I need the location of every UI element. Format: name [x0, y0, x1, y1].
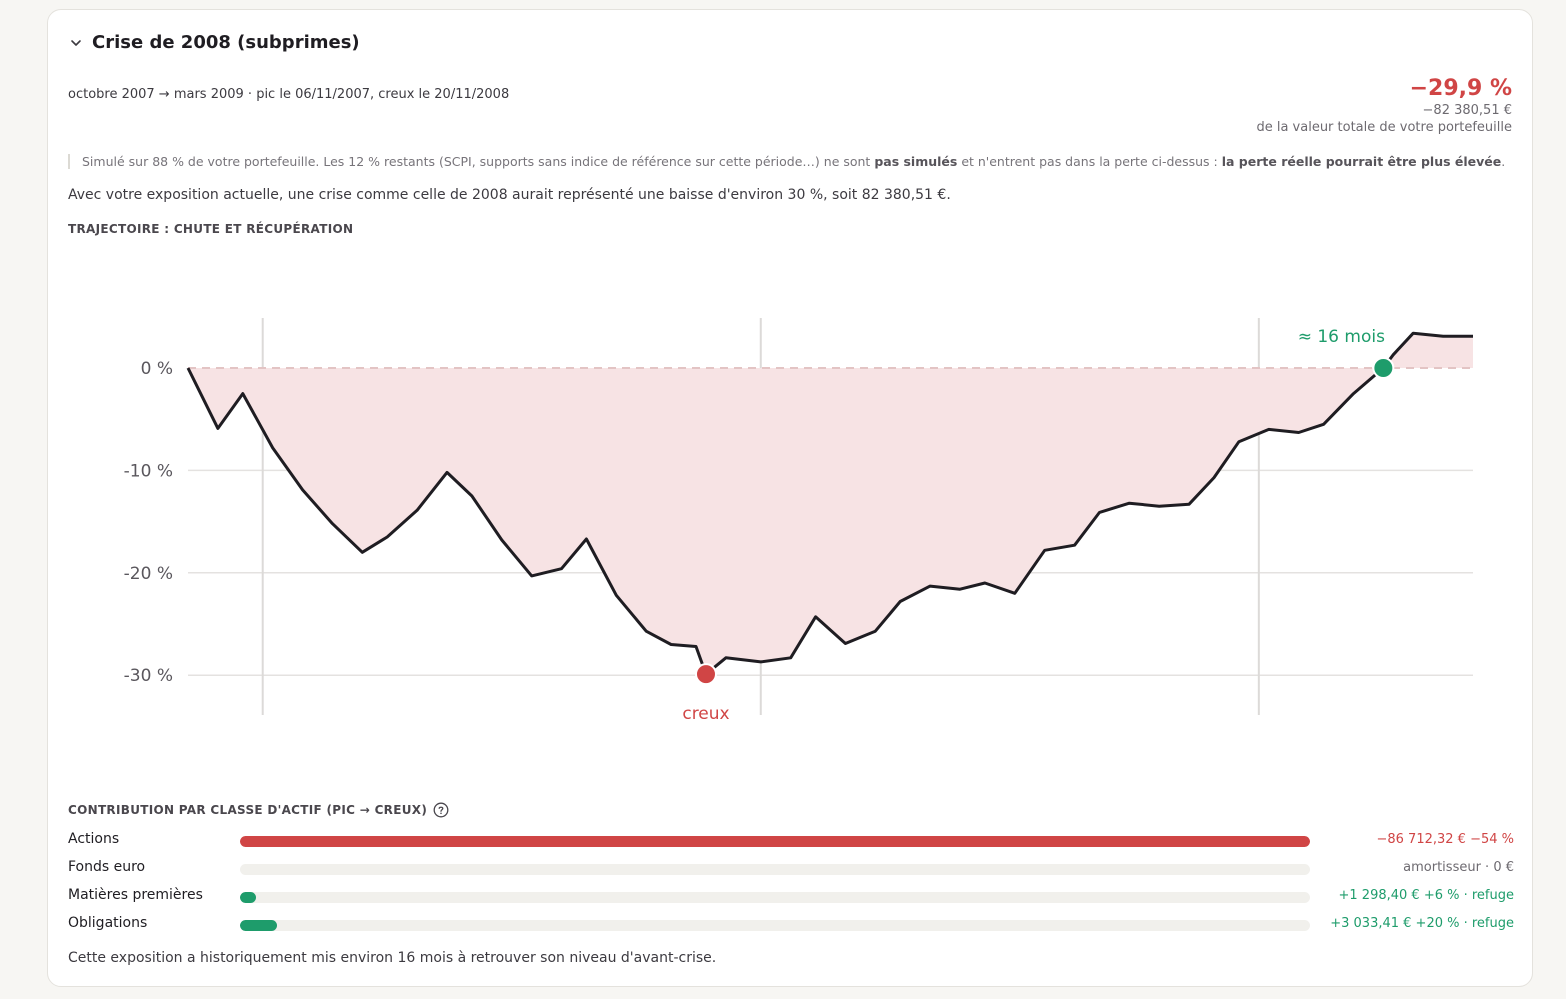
crisis-card: Crise de 2008 (subprimes) octobre 2007 →… — [47, 9, 1533, 987]
crisis-period: octobre 2007 → mars 2009 · pic le 06/11/… — [68, 87, 510, 102]
contribution-value: +1 298,40 € +6 % · refuge — [1338, 888, 1515, 903]
trough-label: creux — [682, 704, 729, 724]
trajectory-title: TRAJECTOIRE : CHUTE ET RÉCUPÉRATION — [68, 222, 354, 236]
note-text-3: . — [1501, 154, 1506, 169]
contribution-row: Fonds euro amortisseur · 0 € — [68, 856, 1514, 884]
asset-class-label: Actions — [68, 831, 120, 847]
loss-summary: −29,9 % −82 380,51 € de la valeur totale… — [1256, 76, 1512, 135]
contribution-rows: Actions −86 712,32 € −54 % Fonds euro amort… — [68, 828, 1514, 940]
drawdown-area — [188, 333, 1473, 675]
trough-marker — [694, 663, 717, 686]
trajectory-chart: 0 %-10 %-20 %-30 %200820092010creux≈ 16 … — [124, 318, 1473, 724]
contribution-value: amortisseur · 0 € — [1403, 860, 1514, 875]
note-text-1: Simulé sur 88 % de votre portefeuille. L… — [82, 154, 875, 169]
loss-percentage: −29,9 % — [1409, 76, 1512, 101]
recovery-footer: Cette exposition a historiquement mis en… — [68, 950, 717, 966]
contribution-title: CONTRIBUTION PAR CLASSE D'ACTIF (PIC → C… — [68, 803, 428, 817]
note-bold-1: pas simulés — [874, 154, 958, 169]
y-tick-label: 0 % — [141, 359, 173, 379]
contribution-value: −86 712,32 € −54 % — [1376, 832, 1514, 847]
contribution-row: Actions −86 712,32 € −54 % — [68, 828, 1514, 856]
y-tick-label: -20 % — [124, 564, 173, 584]
recovery-marker — [1372, 357, 1395, 379]
exposure-text: Avec votre exposition actuelle, une cris… — [68, 187, 951, 203]
contribution-bar-fill — [240, 892, 257, 903]
contribution-value: +3 033,41 € +20 % · refuge — [1330, 916, 1514, 931]
loss-subtitle: de la valeur totale de votre portefeuill… — [1256, 120, 1512, 135]
contribution-row: Matières premières +1 298,40 € +6 % · ref… — [68, 884, 1514, 912]
contribution-bar-track — [240, 836, 1310, 847]
contribution-bar-track — [240, 892, 1310, 903]
recovery-label: ≈ 16 mois — [1298, 327, 1385, 347]
contribution-header: CONTRIBUTION PAR CLASSE D'ACTIF (PIC → C… — [68, 802, 449, 818]
contribution-bar-fill — [240, 920, 278, 931]
crisis-header[interactable]: Crise de 2008 (subprimes) — [68, 32, 360, 53]
simulation-note: Simulé sur 88 % de votre portefeuille. L… — [68, 154, 1522, 169]
contribution-row: Obligations +3 033,41 € +20 % · refuge — [68, 912, 1514, 940]
crisis-title: Crise de 2008 (subprimes) — [92, 32, 360, 53]
contribution-bar-track — [240, 920, 1310, 931]
help-icon[interactable] — [433, 802, 449, 818]
loss-amount: −82 380,51 € — [1422, 103, 1512, 118]
y-tick-label: -30 % — [124, 666, 173, 686]
y-tick-label: -10 % — [124, 461, 173, 481]
note-text-2: et n'entrent pas dans la perte ci-dessus… — [957, 154, 1222, 169]
note-bold-2: la perte réelle pourrait être plus élevé… — [1221, 154, 1502, 169]
asset-class-label: Obligations — [68, 915, 148, 931]
drawdown-line — [186, 331, 1473, 676]
asset-class-label: Matières premières — [68, 887, 203, 903]
asset-class-label: Fonds euro — [68, 859, 146, 875]
contribution-bar-fill — [240, 836, 1310, 847]
chevron-down-icon[interactable] — [68, 35, 84, 51]
contribution-bar-track — [240, 864, 1310, 875]
